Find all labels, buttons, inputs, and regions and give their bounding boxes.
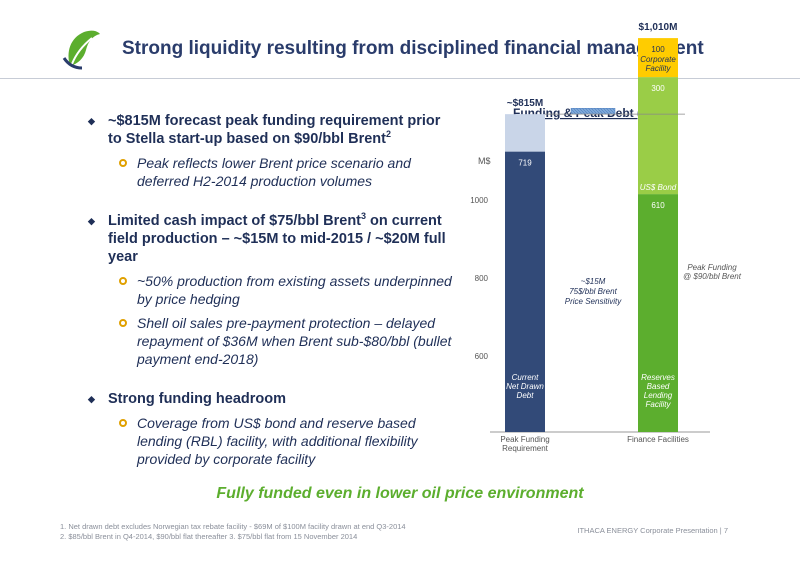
data-label: 100 xyxy=(651,45,665,54)
sub-bullet: Coverage from US$ bond and reserve based… xyxy=(110,414,458,468)
x-tick-label: Finance Facilities xyxy=(627,435,689,444)
total-label: $1,010M xyxy=(639,22,678,33)
total-label: ~$815M xyxy=(507,98,543,109)
footnote-1: 1. Net drawn debt excludes Norwegian tax… xyxy=(60,522,406,531)
segment-name-label: US$ Bond xyxy=(640,183,677,192)
reference-line-label: Peak Funding xyxy=(687,263,737,272)
data-label: 610 xyxy=(651,201,665,210)
sensitivity-bar xyxy=(570,108,616,115)
y-axis-label: M$ xyxy=(478,156,491,166)
segment-name-label: Reserves xyxy=(641,373,675,382)
bar-segment xyxy=(505,151,545,432)
footnote-ref: 3 xyxy=(361,211,367,222)
sensitivity-label: 75$/bbl Brent xyxy=(569,287,617,296)
footnote-ref: 2 xyxy=(385,129,391,140)
bar-segment xyxy=(505,114,545,152)
bullet-funding-headroom: Strong funding headroom xyxy=(88,390,458,408)
bar-segment xyxy=(638,38,678,78)
y-tick-label: 1000 xyxy=(470,196,488,205)
y-ticks: 600 800 1000 xyxy=(470,196,488,361)
segment-name-label: Facility xyxy=(646,400,672,409)
sensitivity-label: ~$15M xyxy=(581,277,606,286)
segment-name-label: Lending xyxy=(644,391,673,400)
segment-name-label: Based xyxy=(647,382,670,391)
data-label: 719 xyxy=(518,159,532,168)
bullet-text: ~$815M forecast peak funding requirement… xyxy=(108,113,441,147)
footer: ITHACA ENERGY Corporate Presentation | 7 xyxy=(577,526,728,535)
title-divider xyxy=(0,78,800,79)
bullet-list: ~$815M forecast peak funding requirement… xyxy=(88,112,458,468)
sensitivity-label: Price Sensitivity xyxy=(565,297,622,306)
segment-name-label: Debt xyxy=(517,391,535,400)
sub-bullet: Shell oil sales pre-payment protection –… xyxy=(110,314,458,368)
bar-segment xyxy=(638,77,678,195)
bars xyxy=(490,38,710,433)
bar-segment xyxy=(638,194,678,432)
footnote-2: 2. $85/bbl Brent in Q4-2014, $90/bbl fla… xyxy=(60,532,358,541)
segment-name-label: Corporate xyxy=(640,55,676,64)
bullet-peak-funding: ~$815M forecast peak funding requirement… xyxy=(88,112,458,148)
tagline: Fully funded even in lower oil price env… xyxy=(216,485,584,502)
bullet-text: Limited cash impact of $75/bbl Brent xyxy=(108,213,361,229)
segment-name-label: Facility xyxy=(646,64,672,73)
sub-bullet: ~50% production from existing assets und… xyxy=(110,272,458,308)
data-label: 300 xyxy=(651,84,665,93)
sub-bullet: Peak reflects lower Brent price scenario… xyxy=(110,154,458,190)
reference-line-label: @ $90/bbl Brent xyxy=(683,272,742,281)
page-title: Strong liquidity resulting from discipli… xyxy=(122,38,704,59)
x-tick-label: Requirement xyxy=(502,444,549,453)
bullet-text: on current field production – ~$15M to m… xyxy=(108,213,446,265)
bullet-cash-impact: Limited cash impact of $75/bbl Brent3 on… xyxy=(88,212,458,266)
y-tick-label: 800 xyxy=(475,274,489,283)
segment-name-label: Net Drawn xyxy=(506,382,544,391)
bullet-text: Strong funding headroom xyxy=(108,391,287,407)
footnotes: 1. Net drawn debt excludes Norwegian tax… xyxy=(60,522,406,542)
y-tick-label: 600 xyxy=(475,352,489,361)
ithaca-leaf-logo-icon xyxy=(62,30,100,70)
x-tick-label: Peak Funding xyxy=(500,435,549,444)
segment-name-label: Current xyxy=(512,373,539,382)
